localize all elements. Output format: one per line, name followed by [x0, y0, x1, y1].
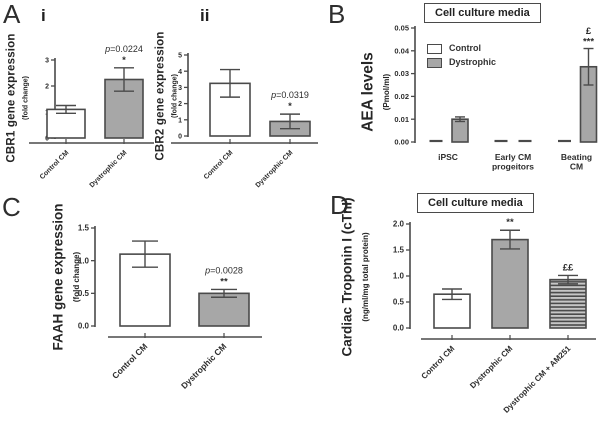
y-tick-label: 3	[45, 58, 49, 65]
x-category-label: Control CM	[110, 341, 149, 380]
bar-B-Dystrophic-0	[451, 118, 469, 143]
x-category-label: Dystrophic CM + AM251	[502, 344, 573, 415]
y-tick-label: 0.00	[394, 138, 409, 147]
y-tick-label: 5	[178, 53, 182, 60]
y-tick-label: 0.02	[394, 92, 409, 101]
p-value-annotation: p=0.0319	[270, 90, 309, 100]
group-label: Early CM progeitors	[492, 152, 534, 172]
y-tick-label: 0.01	[394, 115, 409, 124]
significance-annotation: **	[220, 276, 228, 287]
x-category-label: Dystrophic CM	[89, 149, 129, 189]
y-tick-label: 2	[45, 84, 49, 91]
legend: Control Dystrophic	[427, 43, 497, 72]
bar-C-1	[198, 292, 250, 327]
y-tick-label: 1.5	[393, 246, 405, 255]
y-tick-label: 3	[178, 85, 182, 92]
y-tick-label: 0.5	[78, 289, 90, 298]
bar-Ai-0	[46, 108, 86, 139]
significance-annotation: £	[586, 26, 592, 37]
bar-D-2	[549, 278, 587, 329]
y-tick-label: 0.04	[394, 46, 409, 55]
x-category-label: Dystrophic CM	[255, 149, 295, 189]
significance-annotation: ***	[583, 37, 594, 48]
legend-row-control: Control	[427, 43, 496, 54]
group-label: iPSC	[438, 152, 458, 162]
panel-label-c: C	[2, 192, 21, 222]
y-tick-label: 0	[45, 136, 49, 143]
y-tick-label: 0.0	[78, 322, 90, 331]
y-tick-label: 0.0	[393, 324, 405, 333]
y-tick-label: 1	[178, 117, 182, 124]
y-tick-label: 0	[178, 134, 182, 141]
panel-label-d: D	[330, 190, 349, 220]
y-tick-label: 2.0	[393, 220, 405, 229]
p-value-annotation: p=0.0028	[204, 265, 243, 275]
significance-annotation: ££	[563, 262, 574, 273]
y-tick-label: 1.0	[78, 256, 90, 265]
x-category-label: Control CM	[203, 149, 235, 181]
panel-label-b: B	[328, 0, 346, 29]
x-category-label: Dystrophic CM	[468, 344, 515, 391]
legend-swatch-dystrophic	[427, 57, 442, 68]
legend-label-control: Control	[449, 43, 481, 53]
panel-sub-label-i: i	[41, 6, 46, 25]
legend-label-dystrophic: Dystrophic	[449, 57, 497, 67]
x-category-label: Dystrophic CM	[179, 341, 228, 390]
bar-Aii-0	[209, 82, 251, 137]
panel-sub-label-ii: ii	[200, 6, 210, 25]
significance-annotation: *	[122, 55, 126, 66]
y-tick-label: 0.5	[393, 298, 405, 307]
legend-row-dystrophic: Dystrophic	[427, 57, 497, 68]
bar-D-1	[491, 238, 529, 329]
significance-annotation: **	[506, 217, 514, 228]
y-tick-label: 2	[178, 101, 182, 108]
significance-annotation: *	[288, 101, 292, 112]
y-tick-label: 0.05	[394, 24, 409, 33]
panel-label-a: A	[3, 0, 21, 29]
y-tick-label: 0.03	[394, 69, 409, 78]
y-tick-label: 4	[178, 69, 182, 76]
x-category-label: Control CM	[420, 344, 457, 381]
p-value-annotation: p=0.0224	[104, 44, 143, 54]
legend-swatch-control	[427, 43, 442, 54]
x-category-label: Control CM	[39, 149, 71, 181]
group-label: Beating CM	[561, 152, 592, 172]
y-tick-label: 1.0	[393, 272, 405, 281]
panel-b-header: Cell culture media	[424, 3, 541, 23]
panel-d-header: Cell culture media	[417, 193, 534, 213]
y-tick-label: 1.5	[78, 224, 90, 233]
